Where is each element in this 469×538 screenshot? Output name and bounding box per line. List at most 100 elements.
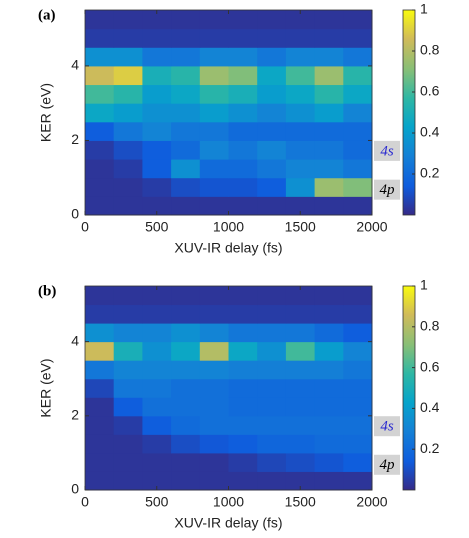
heatmap-cell xyxy=(113,10,143,30)
heatmap-cell xyxy=(285,452,316,472)
heatmap-cell xyxy=(314,360,344,380)
heatmap-cell xyxy=(314,415,344,435)
heatmap-cell xyxy=(314,341,344,361)
heatmap-cell xyxy=(314,84,344,104)
heatmap-cell xyxy=(171,196,201,216)
heatmap-cell xyxy=(85,471,115,491)
heatmap-cell xyxy=(228,434,258,454)
heatmap-cell xyxy=(257,397,287,417)
heatmap-cell xyxy=(85,378,115,398)
heatmap-cell xyxy=(142,378,172,398)
heatmap-cell xyxy=(171,360,201,380)
heatmap-cell xyxy=(199,103,229,123)
heatmap-cell xyxy=(142,341,172,361)
heatmap-cell xyxy=(285,323,316,343)
heatmap-cell xyxy=(314,471,344,491)
heatmap-cell xyxy=(85,304,115,324)
heatmap-cell xyxy=(343,397,373,417)
heatmap-cell xyxy=(343,28,373,48)
heatmap-cell xyxy=(257,378,287,398)
heatmap-cell xyxy=(228,28,258,48)
heatmap-cell xyxy=(285,10,316,30)
heatmap-cell xyxy=(343,286,373,306)
heatmap-cell xyxy=(113,103,143,123)
heatmap-cell xyxy=(171,304,201,324)
heatmap-cell xyxy=(285,28,316,48)
heatmap-cell xyxy=(257,177,287,197)
heatmap-cell xyxy=(171,341,201,361)
heatmap-cell xyxy=(228,378,258,398)
colorbar-tick-label: 1 xyxy=(420,1,428,17)
heatmap-cell xyxy=(113,304,143,324)
heatmap-cell xyxy=(171,397,201,417)
heatmap-cell xyxy=(199,10,229,30)
heatmap-cell xyxy=(199,47,229,67)
y-axis-label: KER (eV) xyxy=(38,358,54,417)
heatmap-cell xyxy=(142,323,172,343)
heatmap-cell xyxy=(142,360,172,380)
heatmap-cell xyxy=(171,47,201,67)
heatmap-cell xyxy=(113,341,143,361)
heatmap-cell xyxy=(257,121,287,141)
heatmap-cell xyxy=(199,140,229,160)
heatmap-cell xyxy=(257,65,287,86)
heatmap-cell xyxy=(113,196,143,216)
x-tick-label: 1000 xyxy=(213,219,244,235)
heatmap-cell xyxy=(142,471,172,491)
heatmap-cell xyxy=(343,10,373,30)
heatmap-cell xyxy=(257,84,287,104)
annotation: 4s xyxy=(380,143,394,159)
heatmap-cell xyxy=(257,415,287,435)
heatmap-cell xyxy=(171,471,201,491)
heatmap-cell xyxy=(343,140,373,160)
heatmap-cell xyxy=(199,159,229,179)
x-tick-label: 500 xyxy=(145,219,169,235)
heatmap-cell xyxy=(113,452,143,472)
heatmap-cell xyxy=(343,471,373,491)
heatmap-cell xyxy=(285,47,316,67)
heatmap-cell xyxy=(199,121,229,141)
heatmap-cell xyxy=(314,121,344,141)
heatmap-cell xyxy=(257,341,287,361)
heatmap-cell xyxy=(228,10,258,30)
heatmap-cell xyxy=(85,196,115,216)
heatmap-cell xyxy=(171,103,201,123)
heatmap-cell xyxy=(257,140,287,160)
heatmap-cell xyxy=(228,397,258,417)
heatmap-cell xyxy=(257,103,287,123)
x-axis-label: XUV-IR delay (fs) xyxy=(174,515,282,531)
heatmap-cell xyxy=(228,323,258,343)
heatmap-cell xyxy=(85,452,115,472)
heatmap-cell xyxy=(199,323,229,343)
x-tick-label: 0 xyxy=(81,494,89,510)
heatmap-cell xyxy=(199,471,229,491)
y-tick-label: 2 xyxy=(71,407,79,423)
heatmap-cell xyxy=(314,10,344,30)
heatmap-cell xyxy=(343,304,373,324)
heatmap-cell xyxy=(85,323,115,343)
heatmap-cell xyxy=(171,121,201,141)
heatmap-cell xyxy=(85,286,115,306)
heatmap-cell xyxy=(285,65,316,86)
heatmap-cell xyxy=(85,177,115,197)
heatmap-cell xyxy=(228,304,258,324)
heatmap-cell xyxy=(85,397,115,417)
colorbar-tick-label: 0.4 xyxy=(420,124,440,140)
annotation: 4p xyxy=(380,182,396,198)
heatmap-cell xyxy=(142,140,172,160)
heatmap xyxy=(85,10,373,216)
heatmap-cell xyxy=(113,360,143,380)
heatmap-cell xyxy=(343,84,373,104)
heatmap-cell xyxy=(343,452,373,472)
heatmap-cell xyxy=(343,360,373,380)
heatmap-cell xyxy=(285,84,316,104)
heatmap-cell xyxy=(171,378,201,398)
heatmap-cell xyxy=(257,286,287,306)
heatmap-cell xyxy=(228,177,258,197)
heatmap-cell xyxy=(314,323,344,343)
heatmap-cell xyxy=(314,140,344,160)
heatmap-cell xyxy=(142,103,172,123)
y-tick-label: 0 xyxy=(71,481,79,497)
heatmap-cell xyxy=(257,323,287,343)
heatmap-cell xyxy=(257,159,287,179)
